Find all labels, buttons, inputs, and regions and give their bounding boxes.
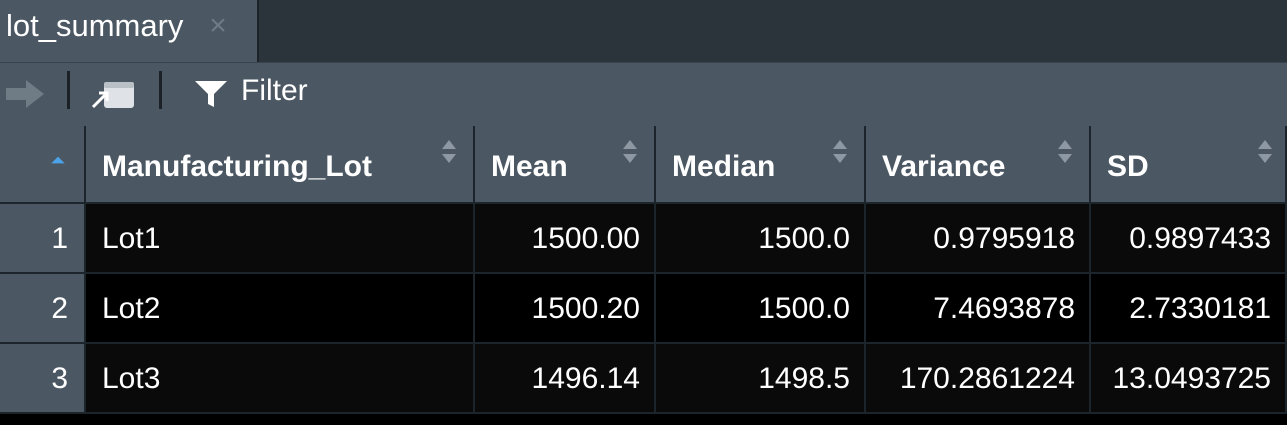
table-cell-lot: Lot2 [86, 274, 475, 344]
sort-toggle-icon [1258, 140, 1272, 163]
toolbar: Filter [0, 62, 1287, 126]
column-header-sd[interactable]: SD [1091, 126, 1287, 204]
sort-toggle-icon [1058, 140, 1072, 163]
column-header-variance[interactable]: Variance [866, 126, 1091, 204]
table-cell-sd: 2.7330181 [1091, 274, 1287, 344]
table-cell-median: 1500.0 [656, 204, 866, 274]
row-index: 2 [0, 274, 86, 344]
table-cell-mean: 1496.14 [475, 344, 656, 414]
popout-window-icon[interactable] [90, 77, 136, 113]
row-index-label: 1 [51, 222, 68, 255]
column-header-median[interactable]: Median [656, 126, 866, 204]
sort-toggle-icon [623, 140, 637, 163]
tab-bar: lot_summary × [0, 0, 1287, 62]
sort-toggle-icon [442, 140, 456, 163]
data-grid: Manufacturing_Lot Mean Median Variance S… [0, 126, 1287, 425]
column-header-manufacturing-lot[interactable]: Manufacturing_Lot [86, 126, 475, 204]
table-cell-median: 1500.0 [656, 274, 866, 344]
table-cell-lot: Lot1 [86, 204, 475, 274]
tab-lot-summary[interactable]: lot_summary × [0, 0, 259, 62]
table-cell-sd: 13.0493725 [1091, 344, 1287, 414]
column-header-label: Variance [882, 150, 1006, 183]
row-index: 1 [0, 204, 86, 274]
column-header-mean[interactable]: Mean [475, 126, 656, 204]
arrow-right-icon[interactable] [4, 77, 46, 111]
table-cell-lot: Lot3 [86, 344, 475, 414]
row-index-label: 2 [51, 292, 68, 325]
table-cell-variance: 7.4693878 [866, 274, 1091, 344]
table-cell-sd: 0.9897433 [1091, 204, 1287, 274]
row-index-label: 3 [51, 362, 68, 395]
tab-title: lot_summary [6, 8, 184, 43]
column-header-label: Mean [491, 150, 568, 183]
table-cell-variance: 0.9795918 [866, 204, 1091, 274]
sort-ascending-icon [51, 156, 65, 164]
column-header-label: Median [672, 150, 776, 183]
toolbar-divider [159, 71, 162, 109]
row-index-header[interactable] [0, 126, 86, 204]
row-index: 3 [0, 344, 86, 414]
table-cell-mean: 1500.20 [475, 274, 656, 344]
table-cell-variance: 170.2861224 [866, 344, 1091, 414]
filter-label: Filter [241, 74, 308, 107]
column-header-label: SD [1107, 150, 1149, 183]
funnel-icon [195, 81, 227, 107]
close-icon[interactable]: × [209, 9, 227, 42]
table-cell-mean: 1500.00 [475, 204, 656, 274]
toolbar-divider [67, 71, 70, 109]
table-cell-median: 1498.5 [656, 344, 866, 414]
sort-toggle-icon [833, 140, 847, 163]
column-header-label: Manufacturing_Lot [102, 150, 372, 183]
